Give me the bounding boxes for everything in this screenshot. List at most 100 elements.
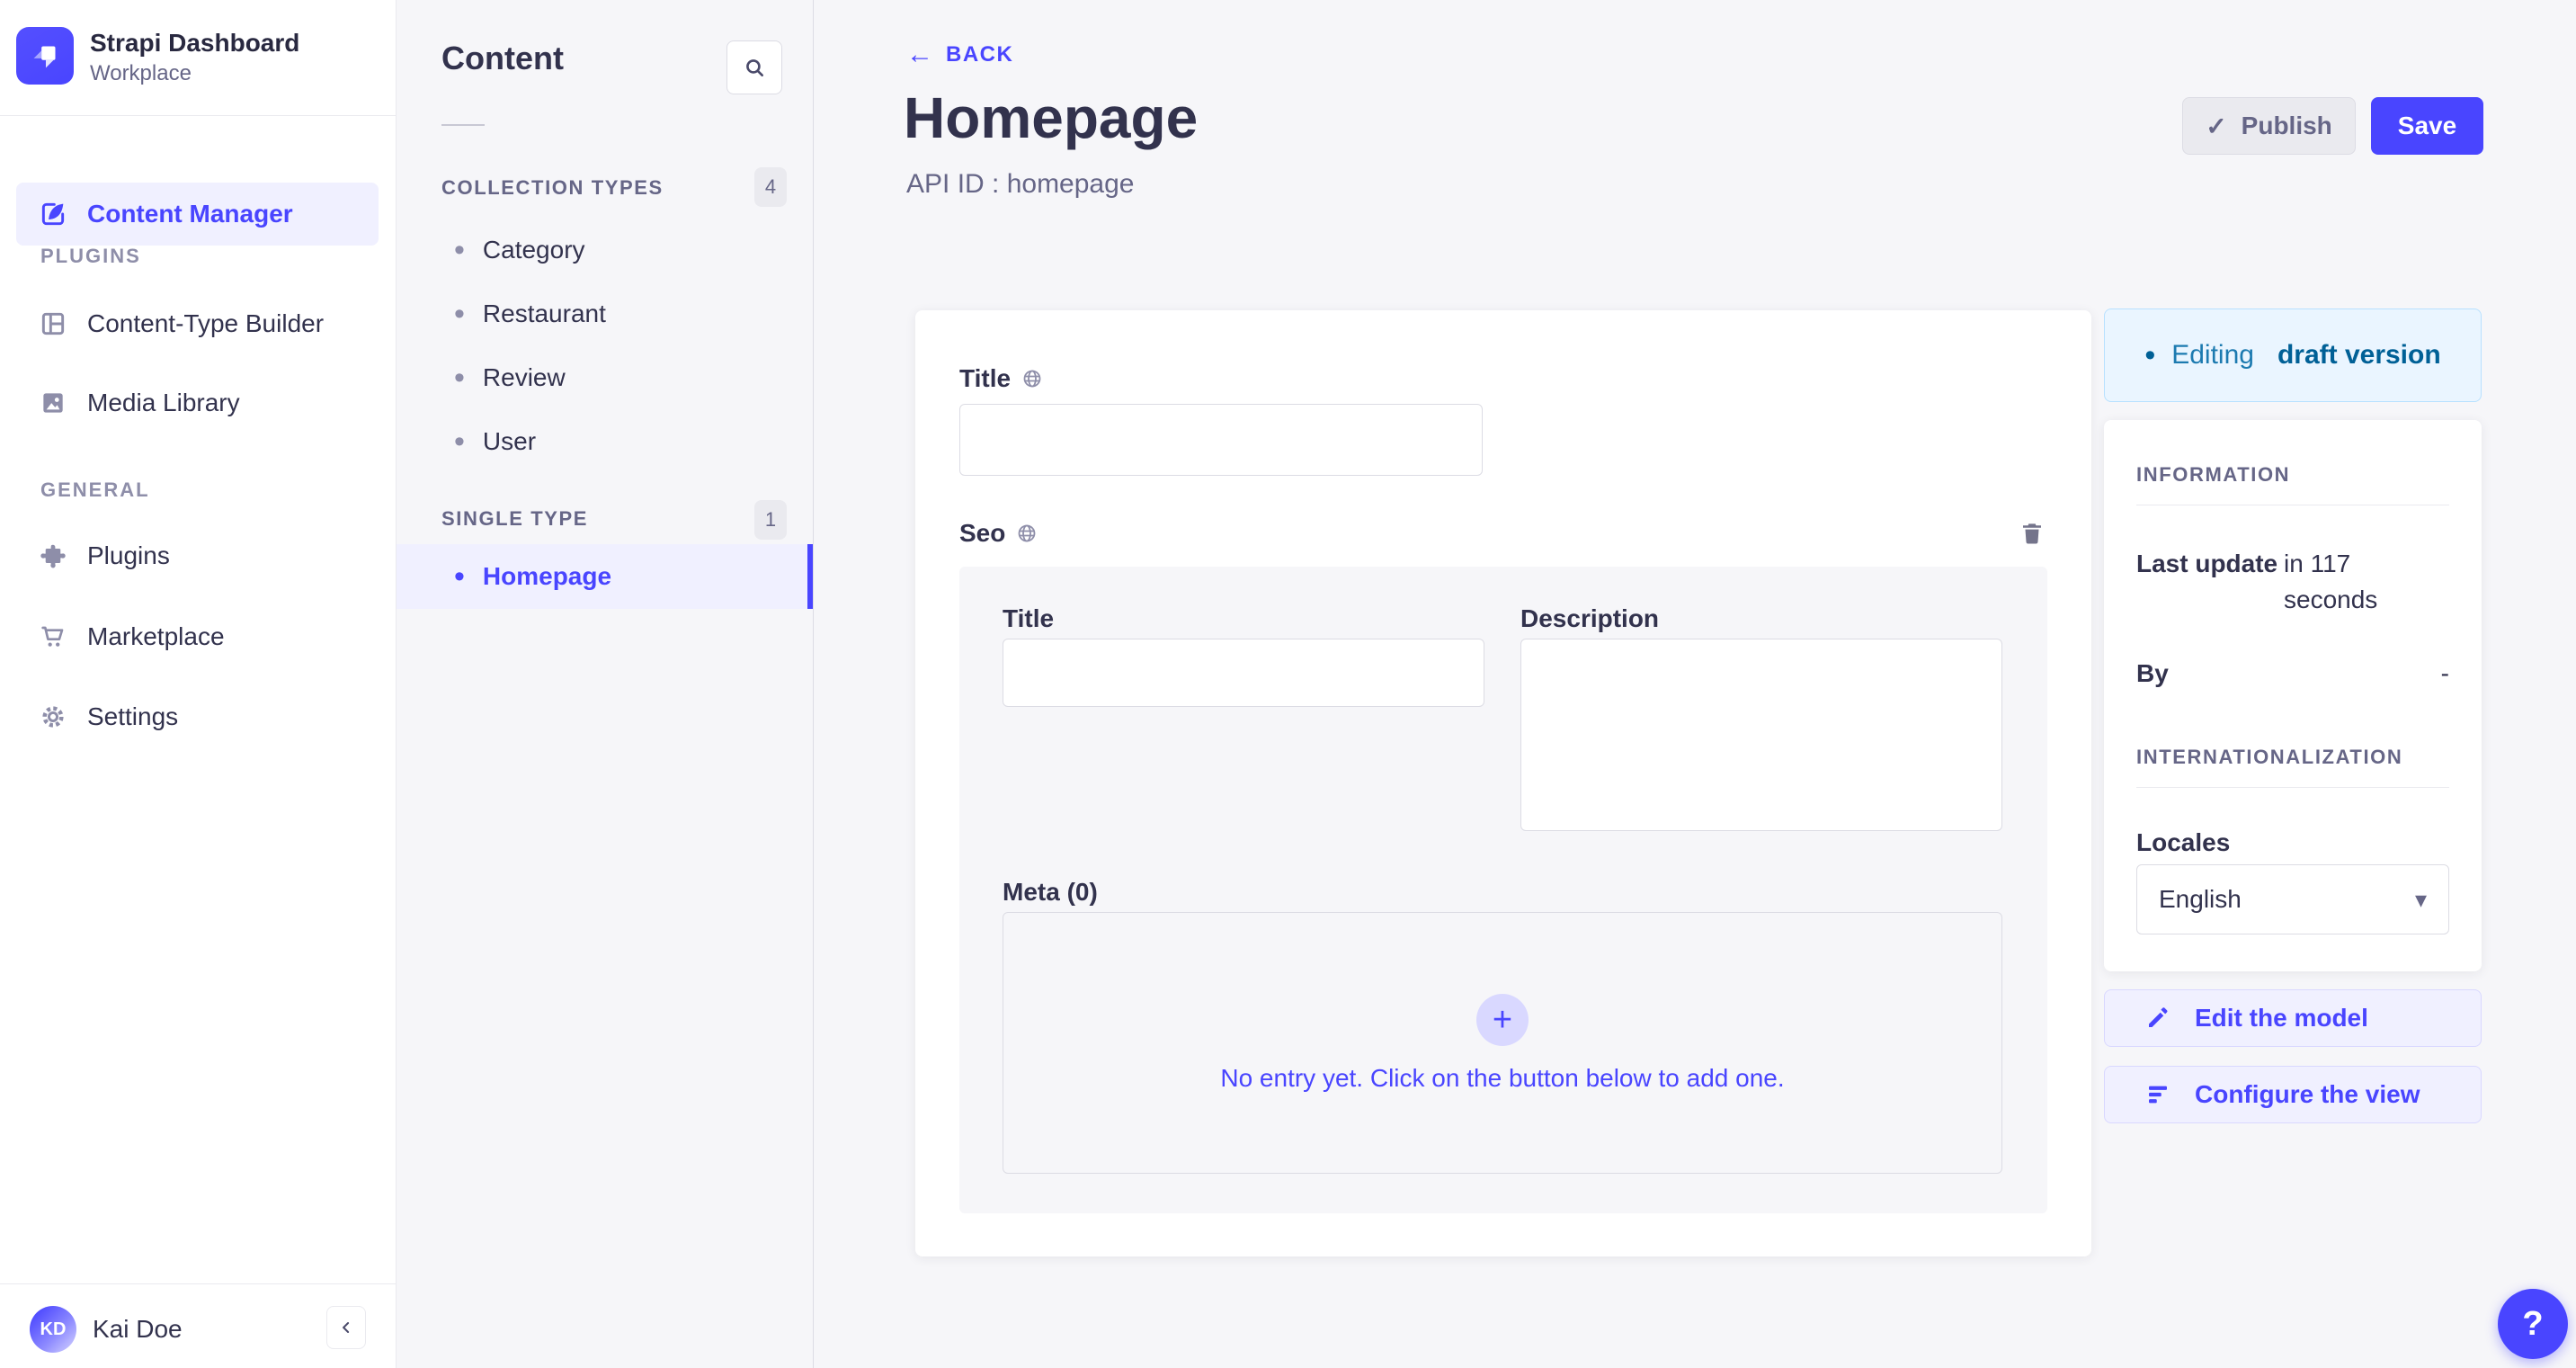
- question-mark-icon: ?: [2522, 1304, 2544, 1343]
- globe-icon: [1021, 368, 1043, 389]
- list-item-label: Review: [482, 363, 566, 391]
- internationalization-title: INTERNATIONALIZATION: [2136, 746, 2403, 768]
- list-item-label: Category: [482, 236, 585, 264]
- seo-title-label: Title: [1003, 604, 1055, 632]
- info-row-value: -: [2440, 659, 2449, 687]
- main-area: ← BACK Homepage API ID : homepage ✓ Publ…: [814, 0, 2576, 1368]
- content-panel-title: Content: [441, 40, 564, 76]
- sidebar-section-plugins: PLUGINS: [40, 245, 141, 267]
- meta-label: Meta (0): [1003, 878, 1098, 906]
- information-title: INFORMATION: [2136, 463, 2291, 486]
- sidebar-section-general: GENERAL: [40, 478, 150, 501]
- seo-description-textarea[interactable]: [1520, 639, 2002, 831]
- seo-component-panel: Title Description Meta (0) + No entry ye…: [959, 567, 2047, 1213]
- user-menu[interactable]: KD Kai Doe: [16, 1301, 304, 1358]
- locale-select[interactable]: English ▾: [2136, 864, 2449, 934]
- avatar: KD: [30, 1306, 76, 1353]
- list-item-label: Homepage: [482, 562, 612, 590]
- cart-icon: [41, 626, 64, 647]
- sidebar-item-label: Settings: [87, 702, 179, 730]
- plus-icon: +: [1492, 1001, 1513, 1039]
- content-panel: Content COLLECTION TYPES 4 • Category • …: [397, 0, 814, 1368]
- sidebar-item-label: Media Library: [87, 389, 240, 416]
- single-type-count-badge: 1: [754, 500, 787, 540]
- collection-types-count-badge: 4: [754, 167, 787, 207]
- seo-description-label: Description: [1520, 604, 1660, 632]
- seo-title-input[interactable]: [1003, 639, 1484, 707]
- draft-status-banner: • Editing draft version: [2104, 308, 2482, 402]
- strapi-logo-icon: [33, 46, 56, 68]
- sidebar-item-content-manager[interactable]: Content Manager: [16, 183, 379, 246]
- trash-icon: [2023, 523, 2041, 544]
- caret-down-icon: ▾: [2414, 885, 2427, 913]
- locales-label: Locales: [2136, 828, 2231, 856]
- magnifier-icon: [746, 59, 763, 76]
- add-meta-entry-button[interactable]: +: [1476, 994, 1529, 1046]
- api-id-subtitle: API ID : homepage: [906, 169, 1135, 199]
- publish-label: Publish: [2241, 112, 2332, 139]
- back-label: BACK: [946, 42, 1014, 67]
- seo-component-label-row: Seo: [959, 519, 1038, 548]
- info-row-label: Last update: [2136, 550, 2278, 577]
- edit-model-button[interactable]: Edit the model: [2104, 989, 2482, 1047]
- draft-banner-prefix: Editing: [2171, 340, 2254, 370]
- sidebar-item-marketplace[interactable]: Marketplace: [16, 605, 379, 668]
- save-label: Save: [2397, 112, 2457, 139]
- sidebar-item-content-type-builder[interactable]: Content-Type Builder: [16, 292, 379, 355]
- strapi-logo: [16, 27, 74, 85]
- search-button[interactable]: [726, 40, 782, 94]
- sidebar-item-label: Content-Type Builder: [87, 309, 325, 337]
- sidebar-item-media-library[interactable]: Media Library: [16, 371, 379, 434]
- configure-view-button[interactable]: Configure the view: [2104, 1066, 2482, 1123]
- title-field-label-row: Title: [959, 364, 1043, 393]
- sidebar-item-label: Marketplace: [87, 622, 225, 650]
- check-icon: ✓: [2206, 112, 2227, 140]
- list-item-restaurant[interactable]: • Restaurant: [454, 297, 606, 331]
- feather-icon: [41, 202, 65, 226]
- sidebar-bottom-divider: [0, 1283, 396, 1284]
- back-link[interactable]: ← BACK: [906, 41, 1013, 68]
- sidebar-item-label: Plugins: [87, 541, 170, 569]
- sidebar-item-label: Content Manager: [87, 200, 293, 228]
- user-name: Kai Doe: [93, 1315, 183, 1343]
- group-header-single-type: SINGLE TYPE: [441, 507, 589, 530]
- list-item-homepage[interactable]: • Homepage: [397, 544, 813, 609]
- back-arrow-icon: ←: [906, 40, 933, 69]
- info-row-value: in 117 seconds: [2284, 550, 2378, 613]
- collapse-sidebar-button[interactable]: [326, 1306, 366, 1349]
- list-item-user[interactable]: • User: [454, 425, 537, 459]
- gear-icon: [42, 706, 64, 728]
- sidebar-item-settings[interactable]: Settings: [16, 685, 379, 748]
- publish-button[interactable]: ✓ Publish: [2182, 97, 2356, 155]
- delete-seo-component-button[interactable]: [2012, 514, 2052, 553]
- sidebar-item-plugins[interactable]: Plugins: [16, 524, 379, 587]
- puzzle-icon: [40, 544, 66, 568]
- workspace-label: Workplace: [90, 61, 192, 85]
- edit-model-label: Edit the model: [2195, 1004, 2368, 1032]
- chevron-left-icon: [343, 1322, 350, 1333]
- title-input[interactable]: [959, 404, 1483, 476]
- help-button[interactable]: ?: [2498, 1289, 2568, 1359]
- meta-repeatable-box: + No entry yet. Click on the button belo…: [1003, 912, 2002, 1174]
- pencil-icon: [2149, 1007, 2168, 1027]
- information-card: INFORMATION Last update in 117 seconds B…: [2104, 420, 2482, 971]
- internationalization-divider: [2136, 787, 2449, 788]
- info-row-label: By: [2136, 659, 2169, 687]
- configure-view-label: Configure the view: [2195, 1080, 2420, 1108]
- sidebar-divider: [0, 115, 396, 116]
- seo-component-label: Seo: [959, 519, 1006, 547]
- list-item-category[interactable]: • Category: [454, 233, 585, 267]
- draft-banner-emphasis: draft version: [2277, 340, 2441, 370]
- image-icon: [43, 393, 63, 413]
- layout-grid-icon: [41, 312, 65, 335]
- globe-icon: [1016, 523, 1038, 544]
- save-button[interactable]: Save: [2371, 97, 2483, 155]
- list-item-label: Restaurant: [482, 300, 606, 327]
- list-item-label: User: [482, 427, 537, 455]
- edit-form-card: Title Seo: [915, 310, 2091, 1256]
- app-title: Strapi Dashboard: [90, 29, 300, 57]
- list-item-review[interactable]: • Review: [454, 361, 566, 395]
- group-header-collection-types: COLLECTION TYPES: [441, 176, 664, 199]
- meta-empty-text: No entry yet. Click on the button below …: [1220, 1064, 1785, 1092]
